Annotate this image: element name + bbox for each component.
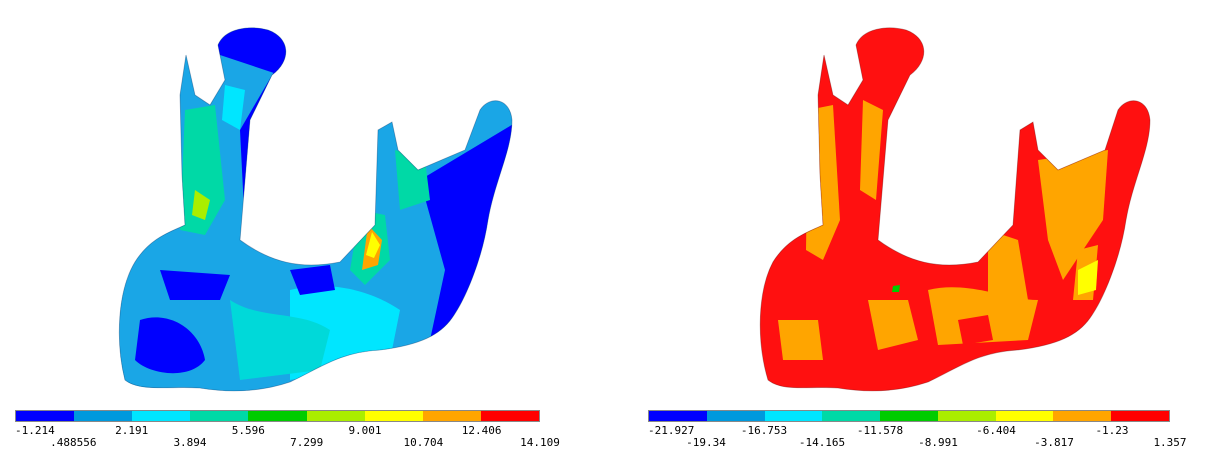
legend-tick-label: -19.34: [686, 436, 726, 449]
legend-color-swatch: [190, 411, 249, 421]
legend-tick-label: 3.894: [173, 436, 207, 449]
legend-color-swatch: [248, 411, 307, 421]
legend-color-swatch: [937, 411, 996, 421]
legend-tick-label: -11.578: [856, 424, 904, 437]
legend-tick-label: 2.191: [115, 424, 149, 437]
legend-tick-label: .488556: [50, 436, 97, 449]
legend-color-swatch: [822, 411, 881, 421]
legend-color-swatch: [880, 411, 938, 421]
left-contour-plot: -1.214 2.191 5.596 9.001 12.406 .488556 3.894…: [0, 0, 608, 476]
right-contour-plot: -21.927 -16.753 -11.578 -6.404 -1.23 -19.34 -…: [608, 0, 1217, 476]
legend-tick-label: -21.927: [648, 424, 695, 437]
legend-tick-label: 10.704: [403, 436, 444, 449]
legend-color-swatch: [1111, 411, 1170, 421]
legend-color-swatch: [764, 411, 823, 421]
legend-color-swatch: [706, 411, 765, 421]
legend-tick-label: 14.109: [520, 436, 560, 449]
legend-color-swatch: [480, 411, 539, 421]
legend-color-swatch: [306, 411, 365, 421]
legend-tick-label: 9.001: [348, 424, 382, 437]
colormap-legend-bar: [15, 410, 540, 422]
legend-tick-label: 7.299: [290, 436, 324, 449]
colormap-legend-bar: [648, 410, 1170, 422]
mandible-model-right: [759, 27, 1151, 392]
legend-tick-label: -1.214: [15, 424, 55, 437]
legend-tick-label: 12.406: [461, 424, 502, 437]
legend-tick-label: -3.817: [1034, 436, 1074, 449]
legend-tick-label: 5.596: [231, 424, 265, 437]
legend-tick-label: -6.404: [976, 424, 1016, 437]
legend-tick-label: -1.23: [1095, 424, 1129, 437]
legend-color-swatch: [16, 411, 75, 421]
mandible-model-left: [118, 27, 513, 392]
legend-color-swatch: [74, 411, 133, 421]
legend-color-swatch: [364, 411, 423, 421]
legend-tick-label: -16.753: [740, 424, 788, 437]
legend-tick-label: -8.991: [918, 436, 958, 449]
legend-tick-label: 1.357: [1153, 436, 1187, 449]
legend-color-swatch: [132, 411, 191, 421]
legend-color-swatch: [649, 411, 707, 421]
legend-color-swatch: [422, 411, 481, 421]
legend-tick-label: -14.165: [798, 436, 846, 449]
legend-color-swatch: [995, 411, 1054, 421]
legend-color-swatch: [1053, 411, 1112, 421]
